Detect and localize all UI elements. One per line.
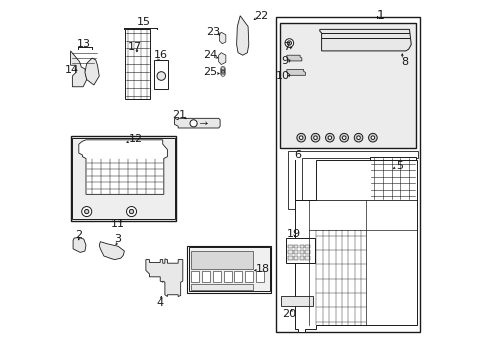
Bar [70,136,176,221]
Bar [154,60,168,89]
Text: 7: 7 [283,42,290,52]
Bar [299,244,304,248]
Circle shape [285,39,293,47]
Circle shape [356,136,360,139]
Circle shape [81,207,92,217]
Bar [280,23,415,148]
Bar [255,271,264,282]
Bar [191,271,199,282]
Bar [244,271,253,282]
Polygon shape [145,259,183,297]
Bar [369,157,415,200]
Text: 2: 2 [75,230,82,239]
Circle shape [310,134,319,142]
Circle shape [84,210,89,214]
Text: 14: 14 [64,64,79,75]
Text: 17: 17 [128,42,142,52]
Bar [223,271,231,282]
Polygon shape [99,242,124,260]
Text: 18: 18 [256,264,270,274]
Text: 16: 16 [154,50,168,60]
Bar [293,244,298,248]
Bar [72,138,174,220]
Circle shape [342,136,346,139]
Bar [293,256,298,260]
Text: 5: 5 [395,161,402,171]
Text: 19: 19 [286,229,301,239]
Text: 10: 10 [276,71,290,81]
Circle shape [286,41,291,45]
Circle shape [126,207,136,217]
Polygon shape [79,140,167,194]
Circle shape [296,134,305,142]
Bar [125,30,149,99]
Text: 15: 15 [136,17,150,27]
Text: 6: 6 [293,150,301,160]
Text: 20: 20 [282,310,296,319]
Text: 1: 1 [376,9,384,22]
Bar [190,251,253,269]
Bar [276,17,419,332]
Text: 25: 25 [203,67,217,77]
Text: 4: 4 [156,298,163,308]
Polygon shape [287,151,418,209]
Bar [287,244,292,248]
Polygon shape [219,32,225,44]
Bar [299,256,304,260]
Polygon shape [286,55,301,61]
Bar [188,247,269,291]
Circle shape [339,134,348,142]
Bar [285,238,314,263]
Text: 22: 22 [254,11,268,21]
Circle shape [353,134,362,142]
Circle shape [129,210,133,214]
Circle shape [157,72,165,80]
Bar [281,296,312,306]
Circle shape [370,136,374,139]
Text: 9: 9 [281,56,287,66]
Text: 13: 13 [77,39,91,49]
Circle shape [313,136,317,139]
Bar [305,256,309,260]
Text: 8: 8 [401,57,408,67]
Text: 3: 3 [114,234,121,244]
Circle shape [368,134,376,142]
Text: 23: 23 [205,27,220,37]
Bar [305,250,309,253]
Polygon shape [218,53,225,64]
Polygon shape [236,16,248,55]
Circle shape [299,136,303,139]
Circle shape [190,120,197,127]
Circle shape [325,134,333,142]
Polygon shape [286,69,305,75]
Bar [187,246,271,293]
Polygon shape [73,237,86,252]
Bar [234,271,242,282]
Bar [212,271,221,282]
Text: 21: 21 [172,111,186,121]
Polygon shape [294,160,416,332]
Bar [299,250,304,253]
Text: 11: 11 [111,219,125,229]
Polygon shape [70,51,86,87]
Bar [305,244,309,248]
Bar [202,271,210,282]
Text: 24: 24 [203,50,217,60]
Bar [293,250,298,253]
Polygon shape [174,118,220,128]
Circle shape [327,136,331,139]
Bar [287,256,292,260]
Bar [287,250,292,253]
Polygon shape [319,30,410,51]
Polygon shape [85,58,99,85]
Text: 12: 12 [129,134,143,144]
Bar [190,284,253,291]
